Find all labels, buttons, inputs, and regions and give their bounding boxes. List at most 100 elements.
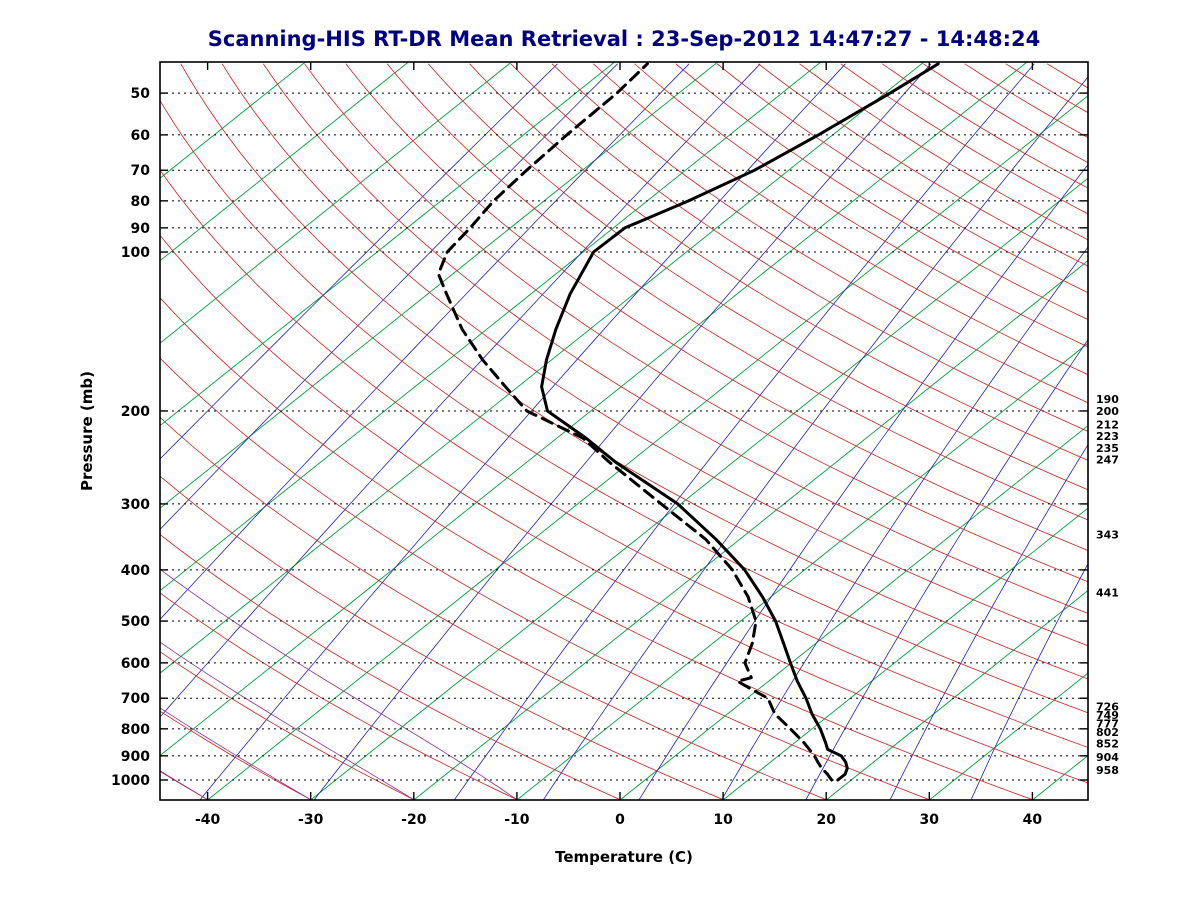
- right-pressure-label: 802: [1096, 726, 1119, 739]
- right-pressure-label: 441: [1096, 586, 1119, 599]
- mixing-ratio-line: [970, 562, 1088, 800]
- isotherm-line: [160, 62, 409, 262]
- dry-adiabat-line: [262, 63, 1088, 614]
- plot-frame: [159, 61, 1089, 801]
- dry-adiabat-line: [160, 234, 1088, 784]
- dry-adiabat-line: [0, 64, 2, 800]
- isotherm-line: [310, 177, 1088, 800]
- temperature-tick-label: 10: [713, 812, 733, 828]
- dry-adiabats-group: [0, 63, 1200, 800]
- dry-adiabat-line: [160, 357, 930, 800]
- pressure-tick-label: 90: [131, 221, 151, 237]
- right-pressure-label: 726: [1096, 701, 1119, 714]
- isotherm-line: [929, 672, 1088, 800]
- isotherms-group: [160, 62, 1088, 800]
- pressure-tick-label: 400: [121, 563, 150, 579]
- right-pressure-label: 247: [1096, 453, 1119, 466]
- right-pressure-label: 235: [1096, 442, 1119, 455]
- isotherm-line: [160, 62, 925, 674]
- pressure-tick-label: 900: [121, 749, 150, 765]
- right-pressure-label: 777: [1096, 718, 1119, 731]
- mixing-ratio-line: [542, 76, 1088, 800]
- right-pressure-label: 749: [1096, 709, 1119, 722]
- dry-adiabat-line: [799, 63, 1088, 241]
- isotherm-line: [619, 425, 1088, 800]
- dry-adiabat-line: [428, 63, 1088, 491]
- temperature-tick-label: -20: [401, 812, 427, 828]
- right-pressure-label: 904: [1096, 751, 1119, 764]
- dry-adiabat-line: [160, 297, 1033, 800]
- dry-adiabat-line: [160, 475, 724, 800]
- mixing-ratio-line: [721, 246, 1088, 800]
- mixing-ratio-line: [805, 338, 1088, 800]
- dry-adiabat-line: [964, 63, 1088, 139]
- temperature-profile: [540, 62, 940, 782]
- dry-adiabat-line: [160, 416, 827, 800]
- mixing-ratio-line: [160, 63, 761, 718]
- mixing-ratio-line: [313, 63, 932, 800]
- background-grid: [0, 62, 1200, 800]
- right-pressure-label: 190: [1096, 393, 1119, 406]
- dry-adiabat-line: [510, 63, 1088, 432]
- dry-adiabat-line: [593, 63, 1088, 376]
- profiles-group: [436, 62, 940, 782]
- dry-adiabat-line: [716, 63, 1088, 294]
- isotherm-line: [160, 62, 822, 592]
- dry-adiabat-line: [221, 63, 1088, 647]
- dry-adiabat-line: [345, 63, 1088, 551]
- temperature-tick-label: 20: [816, 812, 836, 828]
- pressure-tick-label: 100: [121, 245, 150, 261]
- temperature-tick-label: 40: [1023, 812, 1043, 828]
- temperature-ticks-group: -40 -30 -20 -10 0 10 20 30 40: [195, 62, 1042, 828]
- pressure-tick-label: 70: [131, 163, 151, 179]
- mixing-ratio-line: [160, 63, 558, 460]
- isotherm-line: [516, 342, 1088, 800]
- dry-adiabat-line: [758, 63, 1088, 267]
- temperature-tick-label: 30: [920, 812, 940, 828]
- pressure-tick-label: 50: [131, 86, 151, 102]
- temperature-tick-label: 0: [615, 812, 625, 828]
- dry-adiabat-line: [180, 63, 1088, 680]
- dry-adiabat-line: [160, 710, 312, 800]
- y-axis-title: Pressure (mb): [78, 371, 96, 491]
- moist-adiabat-line: [160, 770, 209, 800]
- pressure-tick-label: 1000: [111, 773, 150, 789]
- isotherm-line: [160, 62, 718, 509]
- dew_point-profile: [436, 62, 834, 782]
- isotherm-line: [160, 62, 306, 179]
- moist-adiabats-group: [0, 64, 518, 800]
- x-axis-title: Temperature (C): [555, 848, 693, 866]
- dry-adiabat-line: [469, 63, 1088, 461]
- moist-adiabat-line: [160, 707, 312, 800]
- isotherm-line: [413, 260, 1088, 800]
- right-pressure-labels-group: 1902002122232352473434417267497778028529…: [1096, 393, 1119, 777]
- right-pressure-label: 200: [1096, 405, 1119, 418]
- pressure-tick-label: 80: [131, 194, 151, 210]
- mixing-ratio-line: [160, 63, 618, 531]
- pressure-tick-label: 700: [121, 691, 150, 707]
- isotherm-line: [207, 95, 1088, 800]
- pressure-tick-label: 600: [121, 656, 150, 672]
- temperature-tick-label: -30: [298, 812, 324, 828]
- pressure-tick-label: 500: [121, 614, 150, 630]
- right-pressure-label: 852: [1096, 737, 1119, 750]
- pressure-tick-label: 300: [121, 497, 150, 513]
- dry-adiabat-line: [160, 99, 1088, 714]
- mixing-ratio-line: [453, 63, 1035, 800]
- dry-adiabat-line: [386, 63, 1088, 521]
- axes-group: 5060708090100200300400500600700800900100…: [111, 61, 1119, 828]
- dry-adiabat-line: [160, 592, 518, 800]
- dry-adiabat-line: [304, 63, 1088, 583]
- dry-adiabat-line: [1130, 64, 1200, 800]
- isotherm-line: [160, 62, 615, 427]
- right-pressure-label: 958: [1096, 764, 1119, 777]
- pressure-tick-label: 60: [131, 128, 151, 144]
- dry-adiabat-line: [160, 651, 415, 800]
- dry-adiabat-line: [840, 63, 1088, 215]
- moist-adiabat-line: [0, 64, 2, 800]
- pressure-tick-label: 800: [121, 722, 150, 738]
- mixing-ratio-group: [160, 63, 1088, 800]
- dry-adiabat-line: [634, 63, 1088, 348]
